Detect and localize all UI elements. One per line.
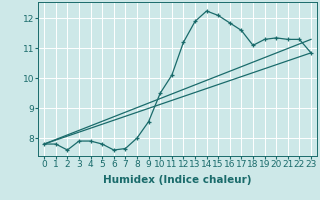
X-axis label: Humidex (Indice chaleur): Humidex (Indice chaleur) [103,175,252,185]
